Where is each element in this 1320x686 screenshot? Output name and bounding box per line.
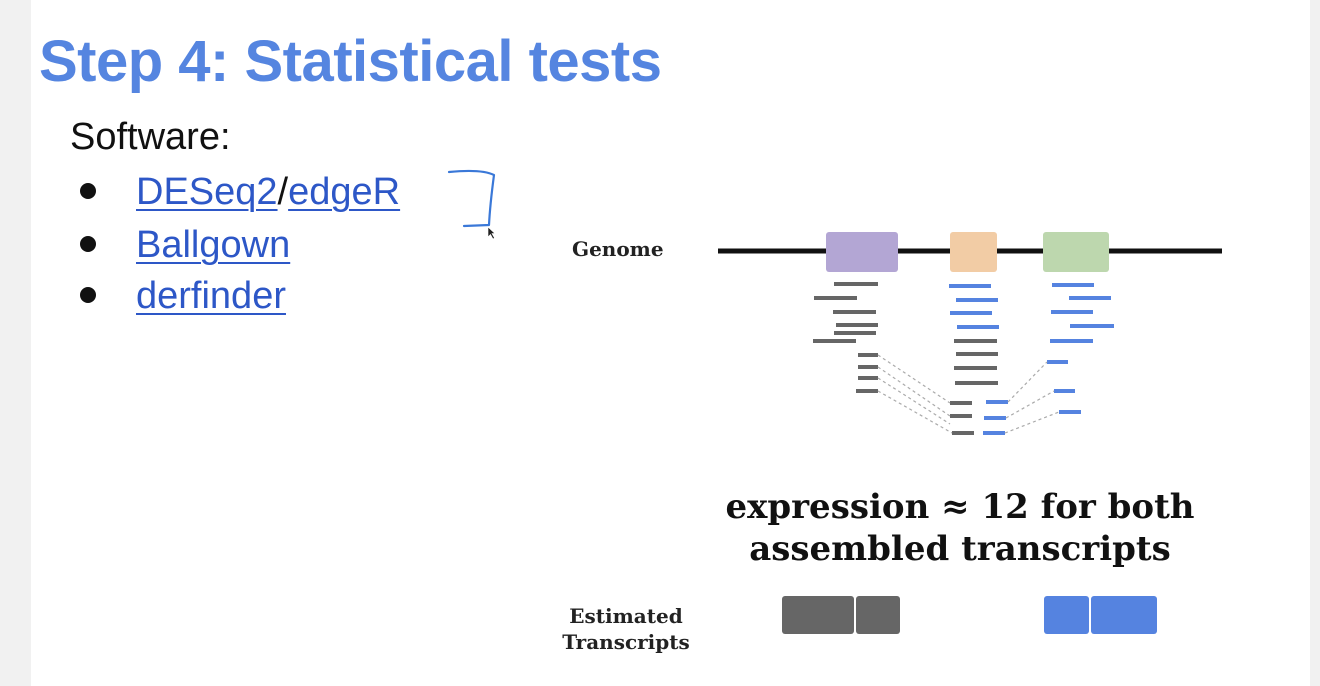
- link-separator: /: [277, 171, 289, 213]
- list-item: derfinder: [80, 272, 286, 320]
- ballgown-link[interactable]: Ballgown: [136, 224, 291, 266]
- junction-connectors: [877, 354, 1060, 434]
- exon1-reads: [813, 282, 878, 393]
- exon2-reads: [949, 284, 999, 385]
- junction-reads: [950, 400, 1008, 435]
- exon-1: [826, 232, 898, 272]
- gray-transcript: [782, 596, 900, 634]
- derfinder-link[interactable]: derfinder: [136, 275, 286, 317]
- slide: [31, 0, 1310, 686]
- bullet-icon: [80, 286, 96, 303]
- estimated-label-line2: Transcripts: [562, 630, 690, 654]
- list-item: Ballgown: [80, 221, 290, 269]
- estimated-label-line1: Estimated: [569, 604, 682, 628]
- expression-caption-line1: expression ≈ 12 for both: [725, 487, 1194, 527]
- software-label: Software:: [70, 116, 231, 158]
- genome-label: Genome: [572, 237, 664, 261]
- list-item: DESeq2/edgeR: [80, 168, 400, 216]
- exon-2: [950, 232, 997, 272]
- slide-title: Step 4: Statistical tests: [39, 29, 662, 94]
- annotation-bracket: [447, 169, 496, 228]
- deseq2-link[interactable]: DESeq2: [136, 171, 278, 213]
- expression-caption-line2: assembled transcripts: [749, 529, 1171, 569]
- bullet-icon: [80, 182, 96, 199]
- mouse-cursor-icon: [487, 226, 496, 240]
- edger-link[interactable]: edgeR: [288, 171, 401, 213]
- bullet-icon: [80, 235, 96, 252]
- exon-3: [1043, 232, 1109, 272]
- blue-transcript: [1044, 596, 1157, 634]
- exon3-reads: [1047, 283, 1114, 414]
